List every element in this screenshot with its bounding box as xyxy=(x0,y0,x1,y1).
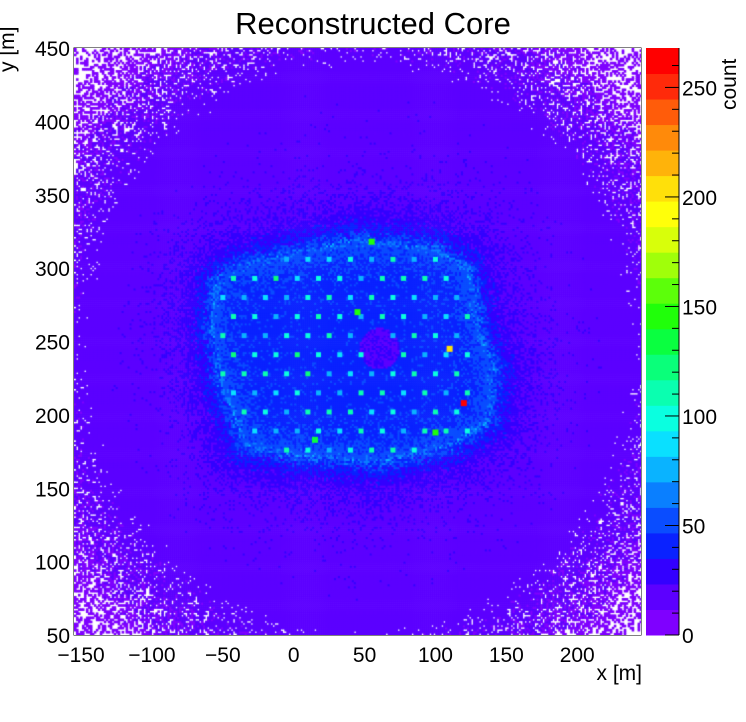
colorbar-band xyxy=(646,48,679,75)
colorbar-band xyxy=(646,226,679,253)
colorbar-band xyxy=(646,150,679,177)
colorbar-band xyxy=(646,430,679,457)
colorbar-band xyxy=(646,558,679,585)
colorbar-band xyxy=(646,507,679,534)
x-tick-label: 150 xyxy=(489,644,524,667)
y-tick-label: 350 xyxy=(35,185,70,208)
chart-title: Reconstructed Core xyxy=(235,6,511,41)
x-tick-label: 0 xyxy=(288,644,300,667)
colorbar-tick-label: 50 xyxy=(682,515,705,538)
y-tick-label: 150 xyxy=(35,478,70,501)
y-tick-label: 100 xyxy=(35,552,70,575)
colorbar-tick-label: 0 xyxy=(682,625,694,648)
colorbar-band xyxy=(646,456,679,483)
x-axis-label: x [m] xyxy=(596,662,643,685)
colorbar-band xyxy=(646,405,679,432)
colorbar-band xyxy=(646,201,679,228)
colorbar-band xyxy=(646,73,679,100)
colorbar-tick-label: 100 xyxy=(682,406,717,429)
y-tick-label: 300 xyxy=(35,258,70,281)
y-tick-label: 250 xyxy=(35,332,70,355)
y-tick-label: 400 xyxy=(35,111,70,134)
y-axis-label: y [m] xyxy=(0,26,19,73)
colorbar-tick-label: 150 xyxy=(682,296,717,319)
x-tick-label: 50 xyxy=(353,644,376,667)
x-tick-label: −150 xyxy=(57,644,104,667)
colorbar-band xyxy=(646,328,679,355)
x-tick-label: −100 xyxy=(128,644,175,667)
colorbar-band xyxy=(646,354,679,381)
colorbar: 0 50 100 150 200 250 xyxy=(646,48,717,648)
colorbar-tick-label: 200 xyxy=(682,187,717,210)
colorbar-band xyxy=(646,379,679,406)
x-tick-label: 100 xyxy=(418,644,453,667)
colorbar-band xyxy=(646,99,679,126)
colorbar-band xyxy=(646,252,679,279)
colorbar-band xyxy=(646,609,679,636)
colorbar-label: count xyxy=(718,58,741,110)
heatmap-canvas xyxy=(74,48,641,635)
y-tick-label: 450 xyxy=(35,38,70,61)
colorbar-band xyxy=(646,532,679,559)
colorbar-band xyxy=(646,175,679,202)
colorbar-band xyxy=(646,124,679,151)
y-tick-label: 50 xyxy=(47,625,70,648)
colorbar-band xyxy=(646,583,679,610)
x-tick-label: −50 xyxy=(205,644,241,667)
colorbar-tick-label: 250 xyxy=(682,77,717,100)
colorbar-band xyxy=(646,303,679,330)
colorbar-band xyxy=(646,277,679,304)
x-tick-label: 200 xyxy=(560,644,595,667)
y-tick-label: 200 xyxy=(35,405,70,428)
